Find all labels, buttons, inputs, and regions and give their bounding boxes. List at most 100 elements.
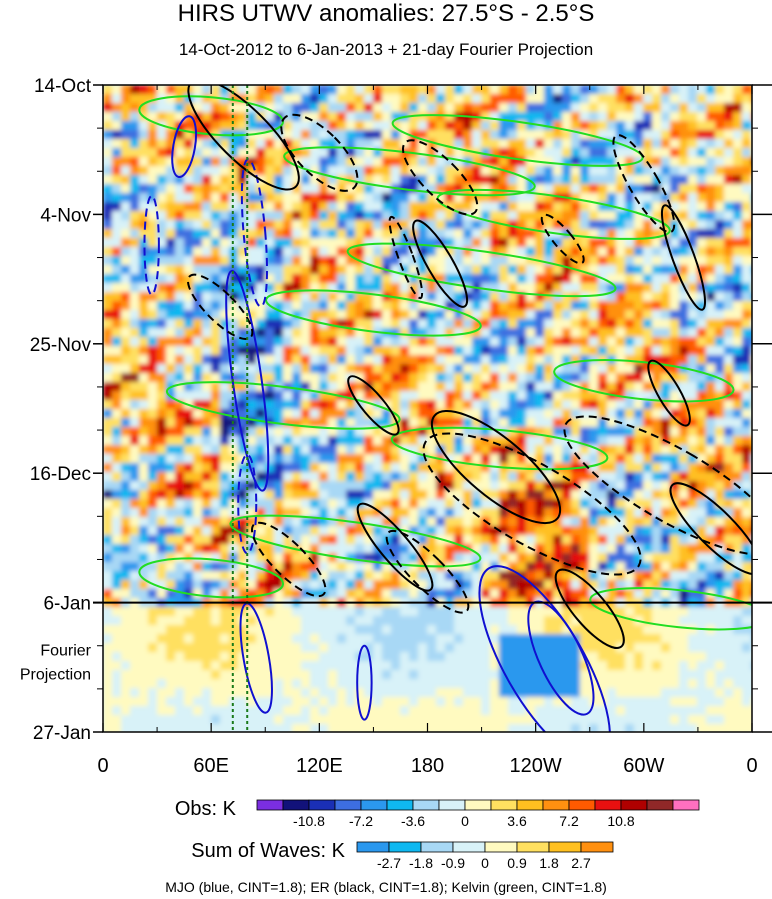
heatmap-cell — [481, 427, 491, 437]
heatmap-cell — [148, 274, 158, 284]
heatmap-cell — [463, 265, 473, 275]
heatmap-cell — [607, 238, 617, 248]
heatmap-cell — [130, 634, 140, 644]
heatmap-cell — [382, 256, 392, 266]
heatmap-cell — [481, 634, 491, 644]
heatmap-cell — [526, 364, 536, 374]
heatmap-cell — [103, 103, 113, 113]
heatmap-cell — [103, 382, 113, 392]
heatmap-cell — [454, 472, 464, 482]
heatmap-cell — [301, 553, 311, 563]
heatmap-cell — [148, 661, 158, 671]
heatmap-cell — [481, 400, 491, 410]
heatmap-cell — [193, 463, 203, 473]
heatmap-cell — [697, 121, 707, 131]
heatmap-cell — [364, 166, 374, 176]
heatmap-cell — [202, 400, 212, 410]
heatmap-cell — [697, 526, 707, 536]
heatmap-cell — [319, 553, 329, 563]
heatmap-cell — [364, 535, 374, 545]
heatmap-cell — [535, 292, 545, 302]
heatmap-cell — [193, 481, 203, 491]
heatmap-cell — [103, 427, 113, 437]
heatmap-cell — [301, 202, 311, 212]
heatmap-cell — [229, 256, 239, 266]
heatmap-cell — [418, 319, 428, 329]
heatmap-cell — [733, 652, 743, 662]
heatmap-cell — [454, 409, 464, 419]
heatmap-cell — [643, 256, 653, 266]
heatmap-cell — [265, 130, 275, 140]
heatmap-cell — [391, 94, 401, 104]
heatmap-cell — [553, 652, 563, 662]
heatmap-cell — [544, 544, 554, 554]
heatmap-cell — [697, 319, 707, 329]
heatmap-cell — [166, 652, 176, 662]
heatmap-cell — [130, 400, 140, 410]
heatmap-cell — [103, 346, 113, 356]
heatmap-cell — [247, 211, 257, 221]
heatmap-cell — [157, 283, 167, 293]
heatmap-cell — [553, 220, 563, 230]
heatmap-cell — [517, 94, 527, 104]
heatmap-cell — [436, 526, 446, 536]
heatmap-cell — [211, 580, 221, 590]
heatmap-cell — [238, 418, 248, 428]
heatmap-cell — [517, 580, 527, 590]
heatmap-cell — [742, 391, 752, 401]
heatmap-cell — [319, 220, 329, 230]
heatmap-cell — [661, 652, 671, 662]
heatmap-cell — [319, 184, 329, 194]
heatmap-cell — [607, 499, 617, 509]
heatmap-cell — [436, 229, 446, 239]
heatmap-cell — [625, 607, 635, 617]
heatmap-cell — [337, 103, 347, 113]
heatmap-cell — [652, 103, 662, 113]
heatmap-cell — [472, 247, 482, 257]
heatmap-cell — [742, 184, 752, 194]
heatmap-cell — [292, 400, 302, 410]
heatmap-cell — [112, 553, 122, 563]
heatmap-cell — [526, 211, 536, 221]
heatmap-cell — [607, 157, 617, 167]
heatmap-cell — [463, 175, 473, 185]
heatmap-cell — [535, 391, 545, 401]
heatmap-cell — [157, 265, 167, 275]
heatmap-cell — [544, 247, 554, 257]
heatmap-cell — [607, 508, 617, 518]
heatmap-cell — [598, 202, 608, 212]
heatmap-cell — [733, 526, 743, 536]
heatmap-cell — [148, 670, 158, 680]
heatmap-cell — [715, 265, 725, 275]
heatmap-cell — [382, 130, 392, 140]
heatmap-cell — [634, 85, 644, 95]
heatmap-cell — [733, 499, 743, 509]
heatmap-cell — [265, 364, 275, 374]
heatmap-cell — [616, 517, 626, 527]
heatmap-cell — [589, 265, 599, 275]
heatmap-cell — [247, 508, 257, 518]
heatmap-cell — [301, 544, 311, 554]
heatmap-cell — [310, 679, 320, 689]
heatmap-cell — [184, 409, 194, 419]
heatmap-cell — [229, 454, 239, 464]
heatmap-cell — [526, 472, 536, 482]
heatmap-cell — [175, 184, 185, 194]
heatmap-cell — [643, 454, 653, 464]
heatmap-cell — [382, 94, 392, 104]
heatmap-cell — [391, 112, 401, 122]
heatmap-cell — [139, 121, 149, 131]
heatmap-cell — [211, 400, 221, 410]
heatmap-cell — [454, 274, 464, 284]
heatmap-cell — [544, 112, 554, 122]
heatmap-cell — [580, 472, 590, 482]
heatmap-cell — [652, 166, 662, 176]
heatmap-cell — [445, 274, 455, 284]
heatmap-cell — [148, 391, 158, 401]
heatmap-cell — [319, 94, 329, 104]
heatmap-cell — [364, 436, 374, 446]
heatmap-cell — [499, 328, 509, 338]
heatmap-cell — [409, 499, 419, 509]
heatmap-cell — [382, 148, 392, 158]
heatmap-cell — [346, 409, 356, 419]
